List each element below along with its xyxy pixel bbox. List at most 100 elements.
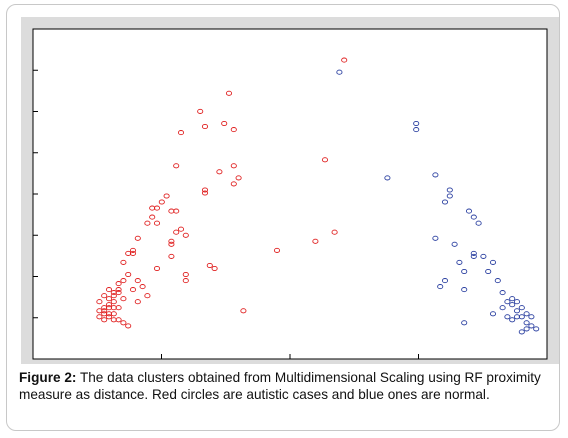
data-point-blue: [499, 290, 506, 296]
data-point-blue: [446, 193, 453, 199]
data-point-blue: [509, 317, 516, 323]
scatter-marks: [96, 57, 540, 335]
data-point-blue: [441, 278, 449, 284]
figure-frame: [6, 4, 560, 431]
data-point-red: [201, 123, 209, 130]
scatter-plot: [32, 28, 548, 360]
data-point-blue: [523, 326, 530, 332]
data-point-red: [110, 299, 117, 305]
data-point-red: [273, 247, 281, 253]
data-point-blue: [523, 311, 530, 317]
data-point-red: [101, 293, 108, 299]
data-point-red: [341, 57, 348, 63]
data-point-blue: [523, 320, 530, 326]
data-point-blue: [384, 175, 391, 181]
data-point-red: [235, 175, 242, 181]
data-point-blue: [489, 259, 497, 265]
data-point-blue: [461, 287, 468, 293]
data-point-red: [168, 253, 175, 259]
data-point-red: [134, 299, 141, 305]
data-point-red: [182, 271, 189, 278]
data-point-blue: [513, 314, 521, 320]
data-point-red: [211, 265, 218, 272]
data-point-red: [120, 320, 127, 326]
data-point-red: [134, 235, 141, 241]
data-point-blue: [470, 250, 477, 256]
caption-label: Figure 2:: [19, 370, 77, 385]
data-point-red: [129, 247, 137, 253]
data-point-blue: [494, 278, 501, 284]
data-point-blue: [528, 323, 535, 329]
data-point-blue: [509, 302, 516, 308]
data-point-blue: [456, 259, 463, 265]
data-point-blue: [513, 299, 521, 305]
data-point-blue: [489, 311, 497, 317]
data-point-blue: [432, 235, 439, 241]
data-point-red: [221, 120, 228, 127]
data-point-blue: [513, 308, 521, 314]
plot-well: [21, 17, 559, 364]
data-point-red: [115, 305, 122, 311]
data-point-red: [321, 157, 329, 163]
data-point-red: [216, 169, 223, 175]
data-point-red: [105, 287, 113, 293]
data-point-red: [144, 293, 151, 299]
data-point-blue: [533, 326, 540, 332]
data-point-red: [125, 271, 132, 278]
data-point-blue: [413, 127, 420, 133]
data-point-red: [240, 308, 247, 314]
data-point-red: [120, 259, 127, 265]
data-point-red: [105, 314, 113, 320]
data-point-red: [129, 250, 137, 256]
data-point-red: [96, 299, 103, 305]
data-point-blue: [451, 241, 458, 247]
data-point-blue: [518, 305, 525, 311]
plot-area: [32, 28, 548, 360]
axis-ticks: [33, 69, 419, 359]
data-point-blue: [504, 314, 511, 320]
data-point-red: [197, 108, 204, 114]
data-point-blue: [465, 208, 473, 214]
data-point-blue: [504, 299, 511, 305]
data-point-red: [182, 232, 189, 238]
data-point-red: [149, 205, 156, 211]
data-point-red: [153, 265, 161, 272]
figure-caption: Figure 2: The data clusters obtained fro…: [19, 369, 549, 403]
data-point-red: [153, 220, 161, 226]
data-point-red: [115, 290, 122, 296]
data-point-red: [110, 293, 117, 299]
data-point-red: [125, 323, 132, 329]
data-point-blue: [480, 253, 487, 259]
data-point-blue: [518, 329, 525, 335]
data-point-blue: [499, 305, 506, 311]
data-point-blue: [470, 214, 477, 220]
data-point-red: [173, 163, 180, 169]
data-point-red: [331, 229, 338, 235]
data-point-blue: [528, 314, 535, 320]
data-point-red: [139, 284, 146, 290]
data-point-blue: [336, 69, 343, 75]
data-point-blue: [446, 187, 453, 193]
data-point-red: [230, 127, 237, 133]
data-point-blue: [470, 253, 477, 259]
data-point-blue: [413, 120, 420, 127]
caption-text: The data clusters obtained from Multidim…: [19, 370, 541, 402]
data-point-red: [182, 278, 189, 284]
data-point-red: [149, 214, 156, 220]
data-point-red: [230, 181, 237, 187]
data-point-blue: [509, 296, 516, 302]
data-point-red: [163, 193, 170, 199]
data-point-red: [312, 238, 319, 244]
data-point-red: [177, 226, 185, 232]
data-point-red: [206, 262, 213, 269]
data-point-red: [115, 281, 122, 287]
data-point-red: [105, 296, 113, 302]
data-point-red: [134, 278, 141, 284]
data-point-blue: [461, 268, 468, 275]
data-point-blue: [441, 199, 449, 205]
data-point-red: [177, 130, 185, 136]
data-point-red: [105, 302, 113, 308]
data-point-red: [168, 238, 175, 244]
data-point-red: [173, 208, 180, 214]
data-point-red: [201, 187, 209, 193]
